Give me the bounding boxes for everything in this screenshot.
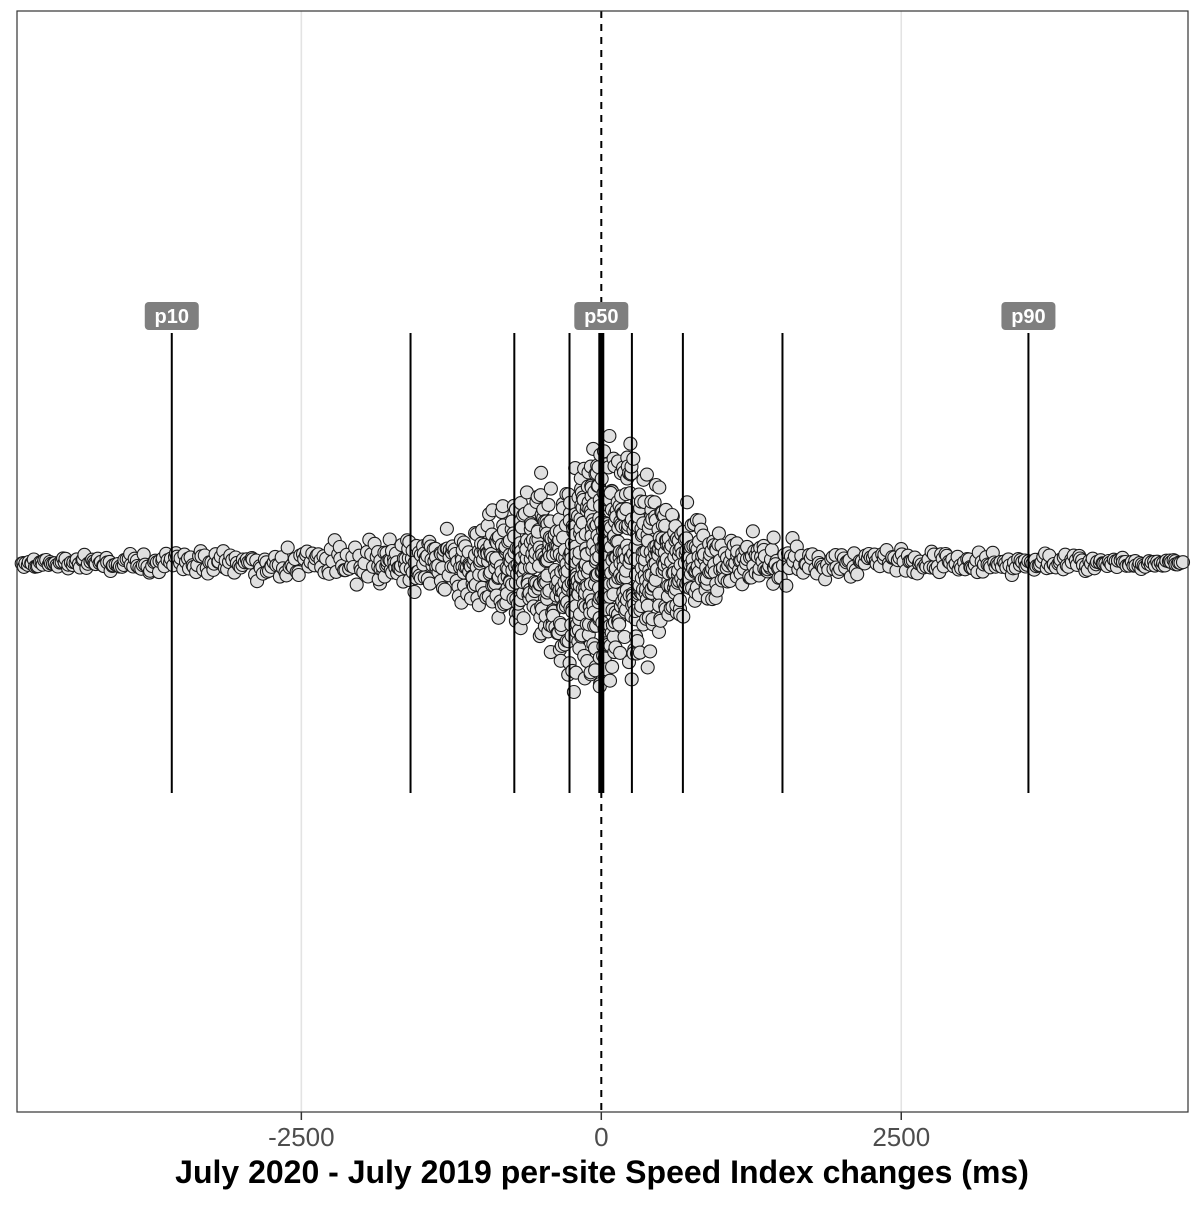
panel-border: [16, 10, 1189, 1113]
swarm-point: [623, 436, 638, 451]
x-tick-label: 0: [594, 1122, 608, 1152]
swarm-point: [280, 540, 295, 555]
swarm-point: [640, 660, 655, 675]
percentile-labels-layer: p10 p50 p90: [144, 302, 1056, 330]
swarm-point: [349, 577, 364, 592]
swarm-point: [566, 684, 581, 700]
swarm-point: [672, 593, 687, 608]
swarm-point: [602, 428, 617, 444]
swarm-point: [541, 497, 556, 512]
x-tick-label: -2500: [268, 1122, 335, 1152]
swarm-point: [639, 467, 654, 482]
swarm-point: [626, 451, 641, 466]
percentile-label-box: [144, 302, 199, 330]
swarm-point: [617, 629, 632, 645]
percentile-label-text: p10: [155, 306, 189, 328]
swarm-point: [533, 488, 548, 503]
percentile-lines-layer: [170, 11, 1030, 1112]
swarm-point: [652, 480, 667, 495]
swarm-point: [437, 582, 452, 597]
swarm-point: [291, 567, 306, 583]
swarm-point: [1175, 555, 1191, 570]
x-axis-title: July 2020 - July 2019 per-site Speed Ind…: [175, 1154, 1029, 1190]
percentile-label-text: p50: [584, 306, 618, 328]
swarm-point: [612, 617, 627, 632]
swarm-point: [745, 524, 760, 539]
swarm-point: [516, 611, 531, 626]
swarm-point: [766, 530, 781, 545]
swarm-point: [543, 481, 558, 496]
swarm-point: [439, 521, 454, 536]
x-tick-label: 2500: [872, 1122, 930, 1152]
x-axis: -2500 0 2500: [268, 1112, 930, 1152]
percentile-label-box: [1001, 302, 1056, 330]
percentile-label-text: p90: [1011, 306, 1045, 328]
swarm-point: [605, 659, 620, 674]
swarm-point: [602, 673, 618, 688]
swarm-point: [643, 644, 658, 659]
percentile-label-box: [574, 302, 629, 330]
swarm-point: [534, 465, 549, 480]
swarm-point: [711, 526, 726, 541]
swarm-point: [647, 495, 662, 510]
swarm-point: [382, 532, 397, 547]
swarm-layer: [14, 428, 1191, 700]
